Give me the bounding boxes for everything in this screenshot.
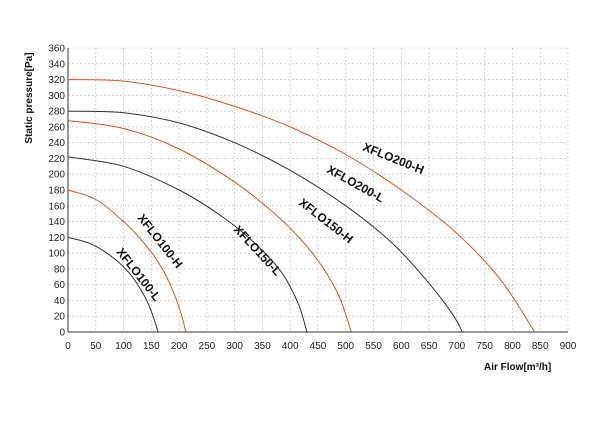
x-tick-label: 200 [171,341,188,352]
y-tick-label: 160 [48,201,65,212]
series-label-xflo100-l: XFLO100-L [114,245,164,304]
series-line-xflo100-h [67,189,187,333]
series-label-xflo150-h: XFLO150-H [296,195,356,246]
x-tick-label: 750 [476,341,493,352]
x-tick-label: 850 [532,341,549,352]
y-tick-label: 40 [54,296,66,307]
y-tick-label: 0 [59,328,65,339]
y-tick-label: 140 [48,217,65,228]
x-tick-label: 250 [199,341,216,352]
series-line-xflo200-h [67,79,536,333]
x-tick-label: 350 [254,341,271,352]
y-tick-label: 360 [48,44,65,55]
x-tick-label: 650 [421,341,438,352]
y-tick-label: 300 [48,91,65,102]
y-tick-label: 180 [48,186,65,197]
y-tick-label: 80 [54,264,66,275]
x-tick-label: 400 [282,341,299,352]
x-tick-label: 550 [365,341,382,352]
x-tick-label: 100 [115,341,132,352]
x-tick-label: 800 [504,341,521,352]
y-tick-label: 100 [48,249,65,260]
x-tick-label: 150 [143,341,160,352]
series-label-xflo200-l: XFLO200-L [325,162,387,205]
y-tick-label: 260 [48,122,65,133]
y-tick-label: 220 [48,154,65,165]
y-tick-label: 240 [48,138,65,149]
series-line-xflo150-h [67,120,352,333]
series-line-xflo200-l [67,110,463,333]
y-tick-label: 340 [48,59,65,70]
x-tick-label: 300 [226,341,243,352]
x-axis-title: Air Flow[m³/h] [484,362,551,373]
x-tick-label: 450 [310,341,327,352]
x-tick-label: 700 [449,341,466,352]
y-tick-label: 320 [48,75,65,86]
x-tick-label: 50 [90,341,102,352]
series-label-xflo150-l: XFLO150-L [231,222,284,278]
series-lines [67,79,536,333]
y-axis-title: Static pressure[Pa] [24,52,35,143]
x-tick-label: 900 [560,341,577,352]
y-tick-label: 200 [48,170,65,181]
y-tick-label: 60 [54,280,66,291]
y-tick-label: 280 [48,107,65,118]
y-tick-label: 20 [54,312,66,323]
grid [67,47,569,333]
x-tick-label: 500 [337,341,354,352]
series-line-xflo150-l [67,156,308,333]
x-tick-label: 600 [393,341,410,352]
tick-labels: 0 50 100 150 200 250 300 350 400 450 500 550 600 650 7… [48,44,576,353]
y-tick-label: 120 [48,233,65,244]
x-tick-label: 0 [65,341,71,352]
series-line-xflo100-l [67,236,159,333]
